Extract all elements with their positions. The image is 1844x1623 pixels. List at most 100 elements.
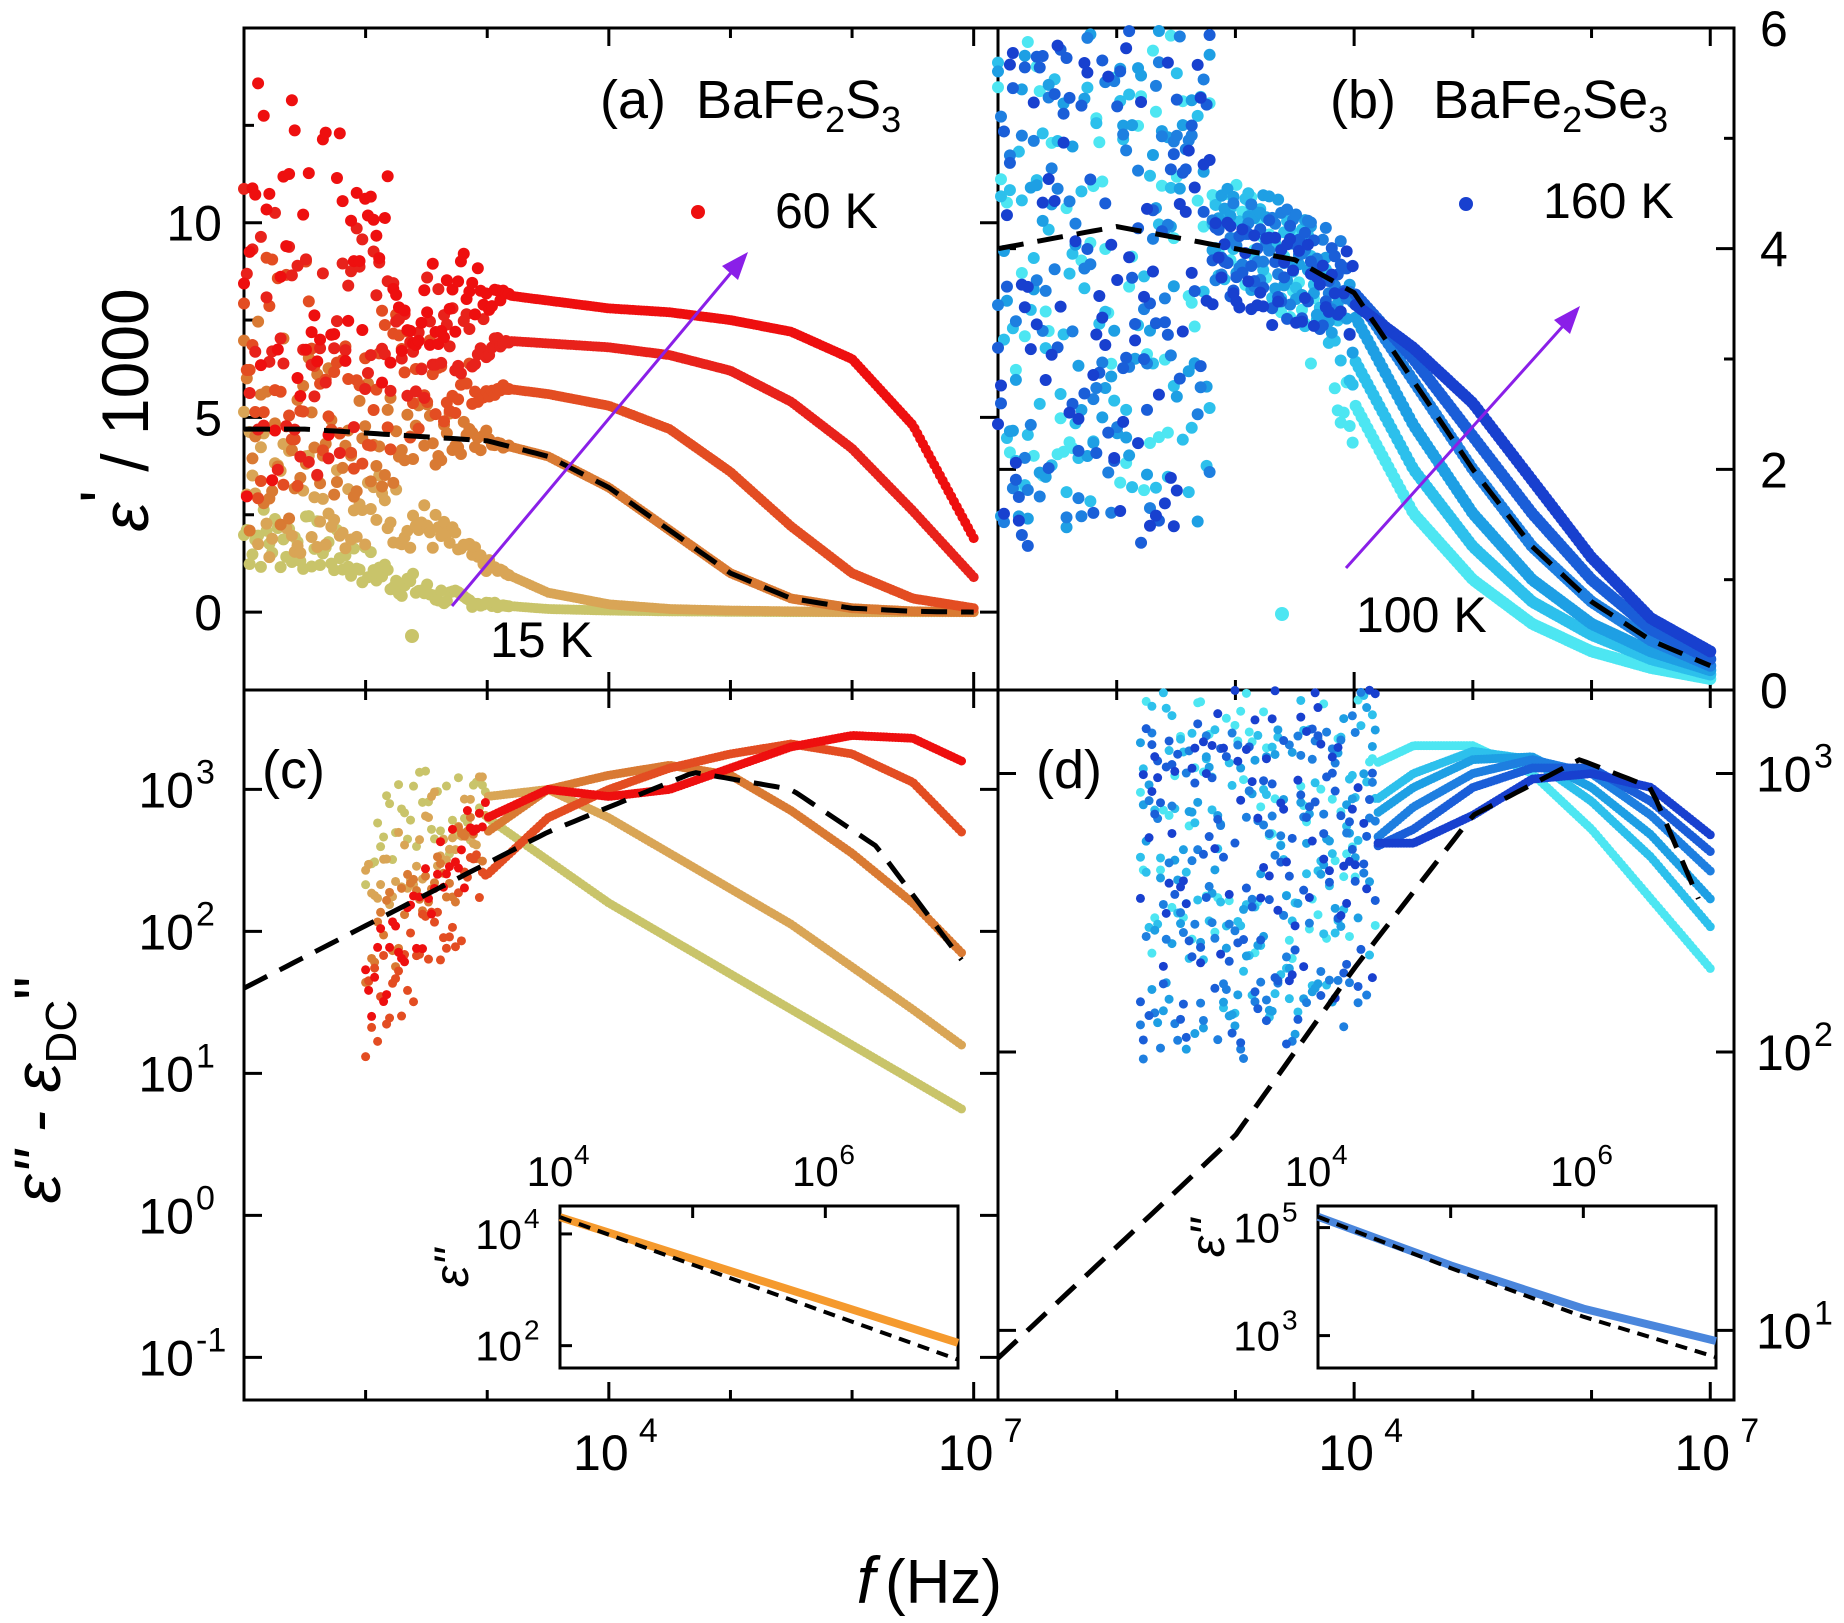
panel-b-data-point (1018, 61, 1031, 74)
panel-d-data-point (1362, 990, 1372, 1000)
panel-b-data-point (1155, 130, 1168, 143)
panel-c-data-point (373, 818, 383, 828)
panel-a-data-point (249, 405, 262, 418)
panel-b-data-point (1102, 466, 1115, 479)
panel-b-data-point (1170, 129, 1183, 142)
panel-d-data-point (1316, 966, 1326, 976)
panel-a-fit-line (244, 426, 974, 615)
panel-d-data-point (1302, 998, 1312, 1008)
panel-b-data-point (1015, 194, 1028, 207)
panel-c-data-point (376, 842, 386, 852)
panel-b-data-point (1191, 194, 1204, 207)
panel-b-data-point (1021, 280, 1034, 293)
panel-b-data-point (1033, 61, 1046, 74)
panel-b-data-point (1024, 418, 1037, 431)
panel-b-data-point (1141, 202, 1154, 215)
panel-a-data-point (367, 213, 380, 226)
panel-a-data-point (339, 354, 352, 367)
panel-d-data-point (1187, 952, 1197, 962)
panel-d-data-point (1342, 959, 1352, 969)
panel-c-ytick-exp: 3 (196, 753, 215, 791)
panel-a-data-point (254, 560, 267, 573)
panel-d-data-point (1155, 853, 1165, 863)
panel-d-data-point (1261, 790, 1271, 800)
panel-b-data-point (1087, 506, 1100, 519)
panel-d-data-point (1296, 790, 1306, 800)
panel-d-data-point (1347, 844, 1357, 854)
panel-b-data-point (1266, 319, 1279, 332)
panel-b-data-point (1233, 301, 1246, 314)
panel-b-data-point (1191, 109, 1204, 122)
x-axis-label-f: f (857, 1543, 882, 1617)
panel-b-data-point (992, 299, 1004, 312)
panel-b-data-point (1102, 70, 1115, 83)
panel-a-data-point (277, 478, 290, 491)
panel-b-data-point (1203, 465, 1216, 478)
panel-b-data-point (994, 397, 1007, 410)
panel-a-data-point (432, 283, 445, 296)
panel-d-data-point (1250, 755, 1260, 765)
panel-b-data-point (1054, 300, 1067, 313)
panel-a-data-point (285, 529, 298, 542)
panel-b-data-point (1158, 497, 1171, 510)
panel-b-data-point (1176, 325, 1189, 338)
panel-a-data-point (330, 475, 343, 488)
panel-b-data-point (1284, 219, 1297, 232)
panel-b-data-point (1188, 181, 1201, 194)
panel-d-ytick-label: 10 (1756, 1025, 1812, 1081)
panel-a-data-point (356, 233, 369, 246)
panel-d-data-point (1196, 942, 1206, 952)
panel-d-data-point (1210, 933, 1220, 943)
panel-c-data-point (394, 827, 404, 837)
panel-a-data-point (353, 563, 366, 576)
panel-d-data-point (1216, 897, 1226, 907)
panel-a-data-point (449, 526, 462, 539)
panel-b-data-point (1149, 79, 1162, 92)
panel-a-data-point (443, 340, 456, 353)
panel-d-data-point (1193, 797, 1203, 807)
panel-b-data-point (1123, 449, 1136, 462)
panel-d-xtick-exp: 4 (1384, 1412, 1403, 1450)
panel-d-data-point (1218, 852, 1228, 862)
panel-b-data-point (1149, 317, 1162, 330)
panel-a-data-point (378, 211, 391, 224)
panel-a-data-point (294, 547, 307, 560)
panel-c-data-point (397, 883, 407, 893)
panel-b-data-point (1215, 271, 1228, 284)
panel-a-data-point (285, 94, 298, 107)
panel-a-data-point (328, 342, 341, 355)
panel-a-data-point (246, 548, 259, 561)
panel-d-data-point (1333, 975, 1343, 985)
panel-b-data-point (1081, 66, 1094, 79)
panel-a-data-point (243, 524, 256, 537)
panel-a-data-point (243, 387, 256, 400)
panel-b-data-point (1143, 169, 1156, 182)
panel-a-data-point (421, 578, 434, 591)
panel-d-data-point (1324, 877, 1334, 887)
panel-d-data-point (1210, 865, 1220, 875)
panel-a-data-point (336, 257, 349, 270)
panel-d-data-point (1170, 889, 1180, 899)
panel-c-data-point (453, 863, 463, 873)
panel-d-data-point (1264, 829, 1274, 839)
panel-d-data-point (1264, 895, 1274, 905)
panel-c-data-point (364, 985, 374, 995)
panel-c-data-point (432, 869, 442, 879)
panel-d-data-point (1190, 818, 1200, 828)
panel-c-data-point (447, 922, 457, 932)
panel-b-data-point (1281, 312, 1294, 325)
panel-a-data-point (381, 563, 394, 576)
panel-d-data-point (1201, 752, 1211, 762)
panel-d-data-point (1239, 775, 1249, 785)
panel-a-data-point (361, 366, 374, 379)
panel-b-data-point (1316, 319, 1329, 332)
panel-d-data-point (1135, 787, 1145, 797)
panel-a-data-point (378, 348, 391, 361)
panel-c-xtick-exp: 4 (639, 1412, 658, 1450)
panel-a-data-point (328, 513, 341, 526)
panel-b-data-point (1030, 318, 1043, 331)
panel-c-ytick-label: 10 (138, 1046, 194, 1102)
panel-b-data-point (1108, 324, 1121, 337)
panel-a-data-point (246, 452, 259, 465)
panel-b-data-point (1090, 117, 1103, 130)
